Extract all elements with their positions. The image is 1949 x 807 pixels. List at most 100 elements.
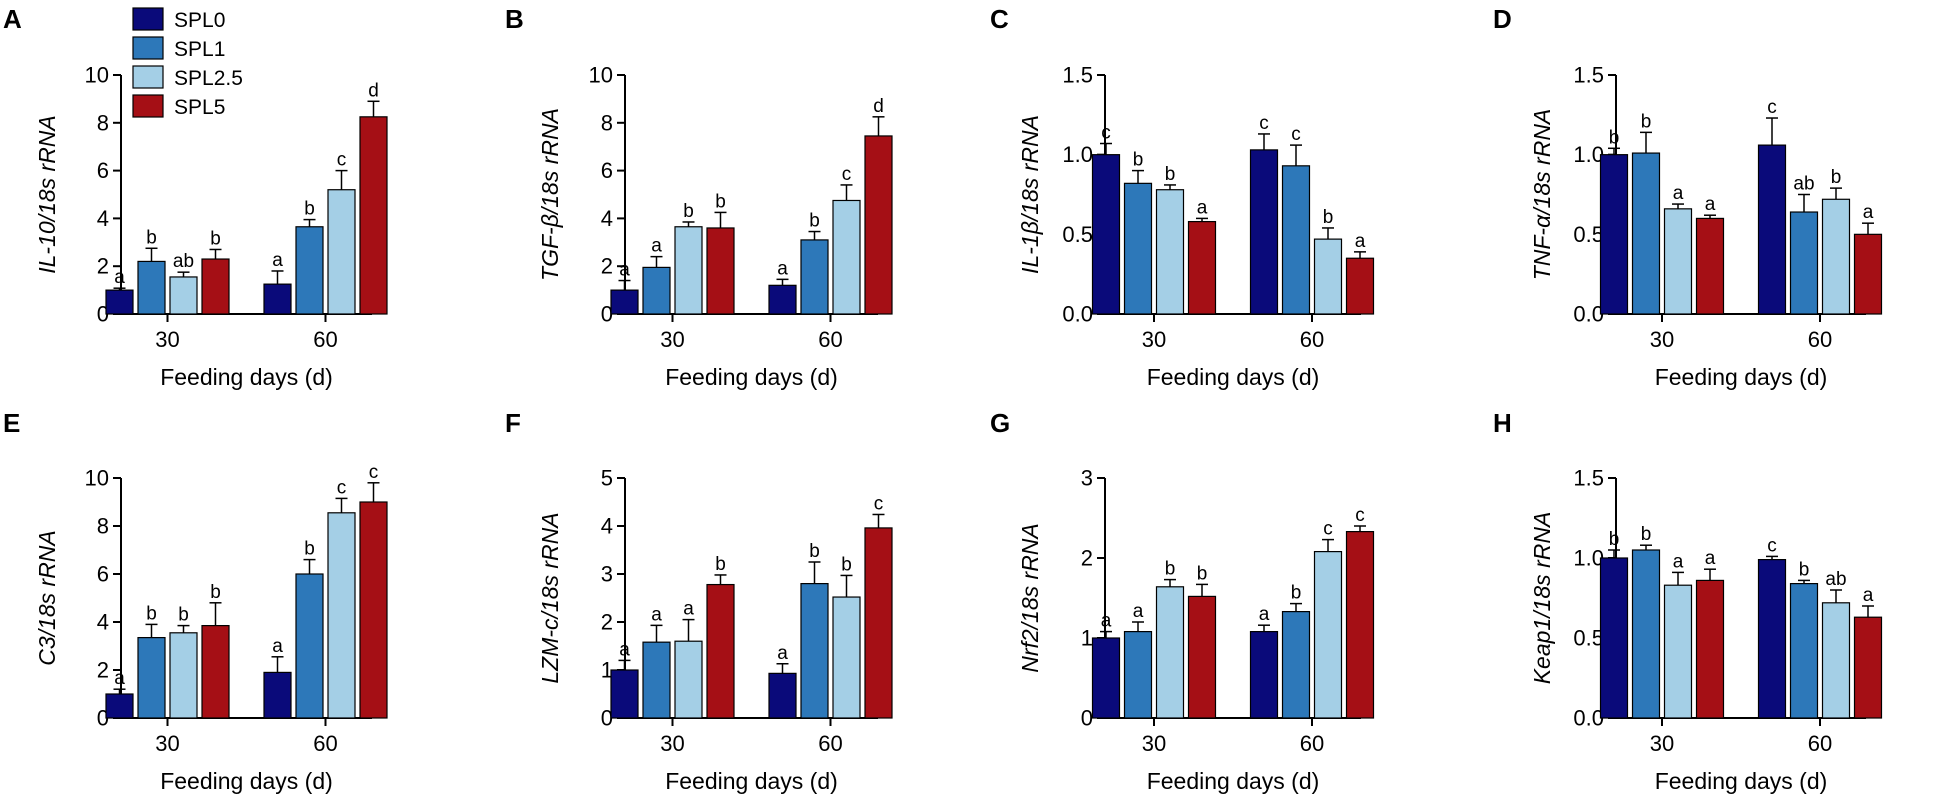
bar-spl1-60 [1281, 165, 1311, 315]
bar-spl2-5-30 [1663, 584, 1693, 719]
significance-label: b [715, 554, 726, 575]
bar-spl5-30 [1695, 579, 1725, 719]
bar-spl5-30 [706, 227, 735, 315]
x-axis-label: Feeding days (d) [160, 364, 333, 390]
panel-label: B [505, 4, 524, 34]
bar-spl2-5-60 [327, 512, 356, 719]
significance-label: b [715, 191, 726, 212]
bar-spl0-60 [768, 672, 797, 719]
significance-label: b [146, 603, 157, 624]
y-tick-label: 0.5 [1573, 222, 1604, 247]
bar-spl0-60 [1757, 144, 1787, 315]
y-tick-label: 2 [97, 658, 109, 683]
y-tick-label: 10 [589, 63, 613, 88]
x-tick-label: 60 [313, 731, 337, 756]
significance-label: a [272, 636, 283, 657]
x-tick-label: 30 [155, 327, 179, 352]
significance-label: b [1609, 127, 1620, 148]
significance-label: b [809, 541, 820, 562]
y-tick-label: 1.0 [1573, 142, 1604, 167]
bar-spl5-60 [864, 527, 893, 719]
x-tick-label: 60 [313, 327, 337, 352]
bar-spl1-60 [1789, 582, 1819, 719]
y-tick-label: 4 [601, 514, 613, 539]
significance-label: a [1673, 551, 1684, 572]
panel-label: D [1493, 4, 1512, 34]
y-tick-label: 1.5 [1062, 63, 1093, 88]
bar-spl1-60 [800, 582, 829, 719]
bar-spl0-30 [105, 289, 134, 315]
y-tick-label: 1 [601, 658, 613, 683]
x-tick-label: 60 [1808, 327, 1832, 352]
significance-label: b [304, 199, 315, 220]
bar-spl0-60 [1757, 558, 1787, 719]
significance-label: a [651, 604, 662, 625]
y-tick-label: 2 [601, 610, 613, 635]
significance-label: a [777, 258, 788, 279]
bar-spl1-30 [1631, 549, 1661, 719]
bar-spl1-60 [1281, 610, 1311, 719]
bar-spl2-5-60 [1313, 238, 1343, 315]
y-tick-label: 10 [85, 63, 109, 88]
y-axis-label: TNF-α/18s rRNA [1529, 109, 1555, 281]
y-tick-label: 3 [1081, 466, 1093, 491]
legend-swatch [132, 36, 164, 60]
bar-spl0-30 [1091, 154, 1121, 315]
bar-spl2-5-30 [1663, 208, 1693, 315]
y-axis-label: Nrf2/18s rRNA [1017, 523, 1043, 673]
bar-spl2-5-30 [169, 632, 198, 719]
y-tick-label: 2 [1081, 546, 1093, 571]
y-tick-label: 1.0 [1062, 142, 1093, 167]
bar-spl2-5-30 [1155, 586, 1185, 719]
bar-spl1-30 [642, 266, 671, 315]
bar-spl1-60 [1789, 211, 1819, 315]
significance-label: c [337, 477, 347, 498]
bar-spl2-5-30 [674, 226, 703, 315]
significance-label: b [1799, 559, 1810, 580]
y-axis-label: C3/18s rRNA [34, 530, 60, 665]
significance-label: b [1641, 524, 1652, 545]
x-axis-label: Feeding days (d) [665, 768, 838, 794]
y-tick-label: 6 [97, 158, 109, 183]
bar-spl5-30 [1187, 220, 1217, 315]
panel-label: A [3, 4, 22, 34]
panel-label: H [1493, 408, 1512, 438]
bar-spl0-60 [1249, 630, 1279, 719]
bar-spl1-30 [137, 260, 166, 315]
legend-swatch [132, 7, 164, 31]
panel-label: F [505, 408, 521, 438]
x-axis-label: Feeding days (d) [1147, 768, 1320, 794]
bar-spl1-30 [137, 636, 166, 719]
significance-label: a [1673, 183, 1684, 204]
y-tick-label: 4 [97, 206, 109, 231]
panel-h: H Keap1/18s rRNA Feeding days (d) 0.0 0.5 1.0… [1493, 408, 1883, 794]
significance-label: a [1705, 194, 1716, 215]
significance-label: a [1355, 231, 1366, 252]
x-tick-label: 60 [1808, 731, 1832, 756]
y-tick-label: 4 [97, 610, 109, 635]
significance-label: c [1767, 97, 1777, 118]
significance-label: b [1291, 583, 1302, 604]
bar-spl2-5-60 [1821, 198, 1851, 315]
x-tick-label: 30 [660, 327, 684, 352]
significance-label: c [1259, 113, 1269, 134]
y-tick-label: 6 [97, 562, 109, 587]
significance-label: c [1355, 505, 1365, 526]
y-tick-label: 4 [601, 206, 613, 231]
bar-spl0-30 [1091, 637, 1121, 719]
bar-spl1-60 [295, 226, 324, 315]
significance-label: c [369, 462, 379, 483]
x-axis-label: Feeding days (d) [1147, 364, 1320, 390]
bar-spl5-30 [201, 258, 230, 315]
bar-spl2-5-60 [1313, 550, 1343, 719]
significance-label: a [114, 668, 125, 689]
significance-label: b [1323, 207, 1334, 228]
bar-spl0-30 [610, 289, 639, 315]
significance-label: a [1705, 548, 1716, 569]
significance-label: ab [173, 251, 194, 272]
